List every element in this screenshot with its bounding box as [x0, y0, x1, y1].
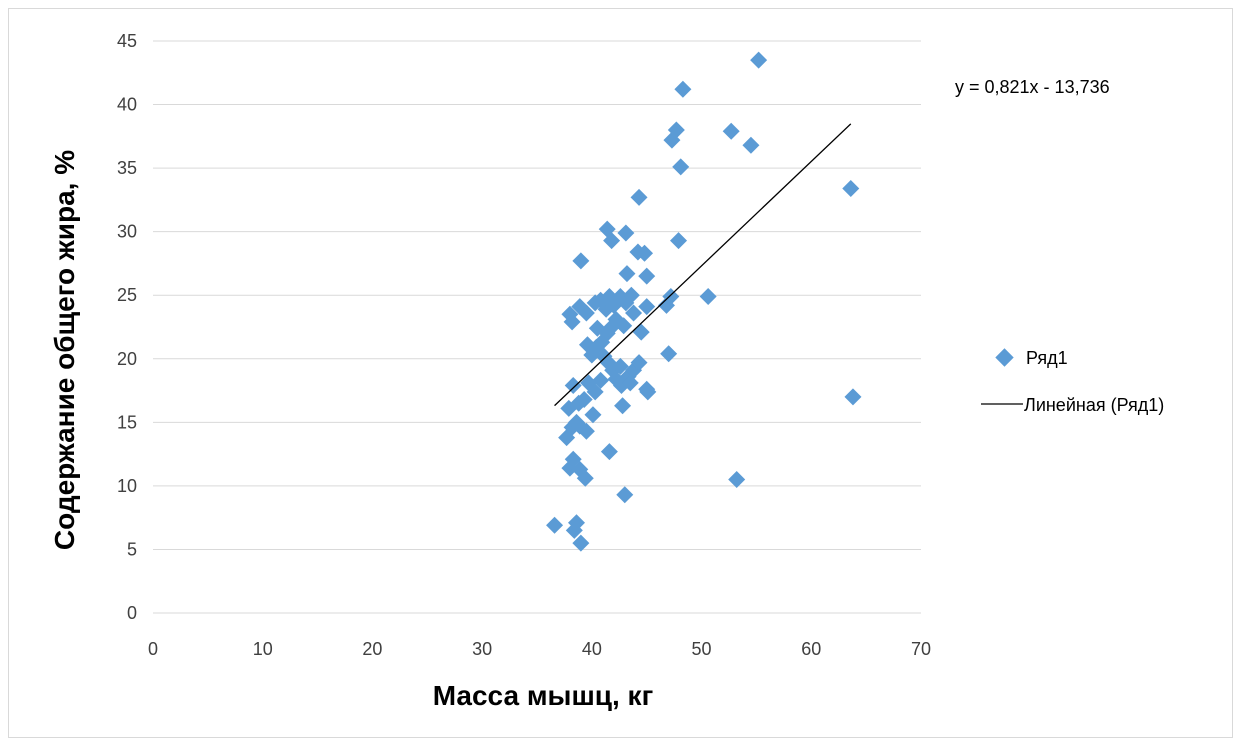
- trendline: [554, 123, 852, 407]
- data-point: [742, 136, 760, 154]
- data-point: [588, 319, 606, 337]
- data-point: [578, 336, 596, 354]
- x-tick-label: 50: [692, 639, 712, 659]
- data-point: [614, 397, 632, 415]
- y-axis-title: Содержание общего жира, %: [49, 150, 80, 550]
- y-tick-label: 30: [117, 222, 137, 242]
- data-point: [603, 232, 621, 250]
- data-point: [625, 304, 643, 322]
- data-point: [699, 287, 717, 305]
- y-tick-label: 0: [127, 603, 137, 623]
- data-point: [660, 345, 678, 363]
- x-tick-label: 10: [253, 639, 273, 659]
- grid-lines: [153, 40, 921, 550]
- x-tick-label: 0: [148, 639, 158, 659]
- trendline-equation: y = 0,821x - 13,736: [955, 77, 1110, 97]
- y-tick-label: 10: [117, 476, 137, 496]
- data-point: [572, 252, 590, 270]
- data-point: [842, 179, 860, 197]
- x-tick-label: 20: [362, 639, 382, 659]
- data-point: [750, 51, 768, 69]
- data-point: [670, 232, 688, 250]
- data-point: [662, 287, 680, 305]
- data-point: [592, 371, 610, 389]
- data-point: [630, 354, 648, 372]
- data-point: [638, 267, 656, 285]
- y-axis-ticks: 0 5 10 15 20 25 30 35 40 45: [117, 31, 137, 623]
- data-point: [636, 244, 654, 262]
- legend: Ряд1 Линейная (Ряд1): [981, 348, 1164, 415]
- data-point: [572, 534, 590, 552]
- x-tick-label: 30: [472, 639, 492, 659]
- data-point: [617, 224, 635, 242]
- data-point: [638, 380, 656, 398]
- y-tick-label: 15: [117, 412, 137, 432]
- legend-label-trendline: Линейная (Ряд1): [1024, 395, 1164, 415]
- data-points: [546, 51, 862, 552]
- data-point: [667, 121, 685, 139]
- data-point: [672, 158, 690, 176]
- data-point: [600, 443, 618, 461]
- y-tick-label: 20: [117, 349, 137, 369]
- data-point: [638, 298, 656, 316]
- y-tick-label: 35: [117, 158, 137, 178]
- data-point: [630, 188, 648, 206]
- data-point: [584, 406, 602, 424]
- y-tick-label: 5: [127, 539, 137, 559]
- data-point: [844, 388, 862, 406]
- data-point: [632, 323, 650, 341]
- data-point: [622, 286, 640, 304]
- x-tick-label: 60: [801, 639, 821, 659]
- data-point: [616, 486, 634, 504]
- data-point: [611, 357, 629, 375]
- data-point: [728, 471, 746, 489]
- x-axis-title: Масса мышц, кг: [433, 680, 654, 711]
- y-tick-label: 40: [117, 95, 137, 115]
- x-tick-label: 70: [911, 639, 931, 659]
- data-point: [577, 304, 595, 322]
- legend-label-series: Ряд1: [1026, 348, 1068, 368]
- data-point: [561, 305, 579, 323]
- data-point: [567, 514, 585, 532]
- y-tick-label: 45: [117, 31, 137, 51]
- data-point: [607, 310, 625, 328]
- data-point: [575, 390, 593, 408]
- x-axis-ticks: 0 10 20 30 40 50 60 70: [148, 639, 931, 659]
- data-point: [722, 122, 740, 140]
- legend-marker-series: [995, 348, 1014, 367]
- data-point: [546, 516, 564, 534]
- data-point: [674, 80, 692, 98]
- data-point: [564, 376, 582, 394]
- data-point: [577, 422, 595, 440]
- x-tick-label: 40: [582, 639, 602, 659]
- data-point: [621, 374, 639, 392]
- data-point: [618, 265, 636, 283]
- data-point: [576, 469, 594, 487]
- y-tick-label: 25: [117, 285, 137, 305]
